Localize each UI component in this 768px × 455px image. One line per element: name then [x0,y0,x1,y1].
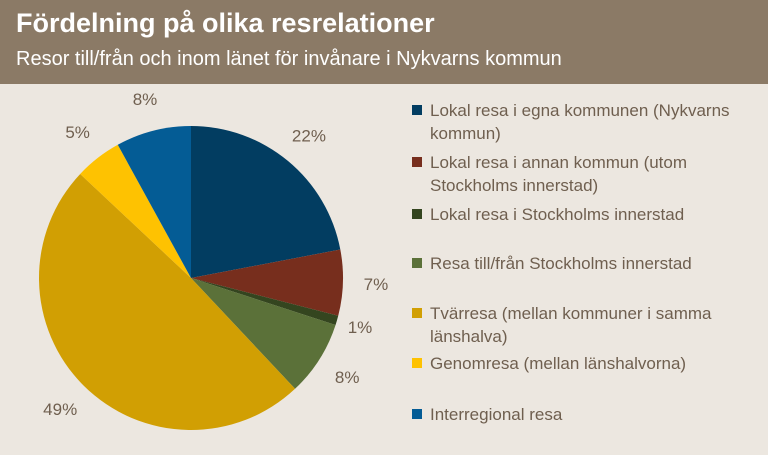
chart-subtitle: Resor till/från och inom länet för invån… [16,48,562,70]
pie-data-label: 7% [364,275,389,294]
legend-label: Resa till/från Stockholms innerstad [430,254,692,273]
pie-data-labels: 22% 7% 1% 8% 49% 5% 8% [43,90,388,419]
legend-label: Lokal resa i egna kommunen (Nykvarns kom… [430,101,730,143]
pie-data-label: 22% [292,126,326,145]
legend-swatch [412,358,422,368]
legend-swatch [412,105,422,115]
legend-swatch [412,209,422,219]
legend-swatch [412,258,422,268]
header-band: Fördelning på olika resrelationer Resor … [0,0,768,84]
pie-data-label: 1% [348,318,373,337]
pie-slice [191,126,341,278]
pie-data-label: 49% [43,400,77,419]
legend-swatch [412,308,422,318]
legend-label: Genomresa (mellan länshalvorna) [430,354,687,373]
legend-label: Tvärresa (mellan kommuner i samma länsha… [430,304,712,346]
pie-slice [191,278,339,325]
pie-slice [80,144,191,278]
legend-swatch [412,409,422,419]
legend-swatch [412,157,422,167]
pie-data-label: 8% [133,90,158,109]
pie-slice [117,126,191,278]
pie-slice [191,278,336,389]
legend-label: Interregional resa [430,405,563,424]
legend-label: Lokal resa i Stockholms innerstad [430,205,685,224]
chart-title: Fördelning på olika resrelationer [16,8,435,38]
pie-slice [191,249,344,316]
pie-data-label: 8% [335,368,360,387]
pie-slices [39,126,344,430]
legend-label: Lokal resa i annan kommun (utom Stockhol… [430,153,688,195]
pie-slice [39,173,296,430]
pie-data-label: 5% [65,123,90,142]
